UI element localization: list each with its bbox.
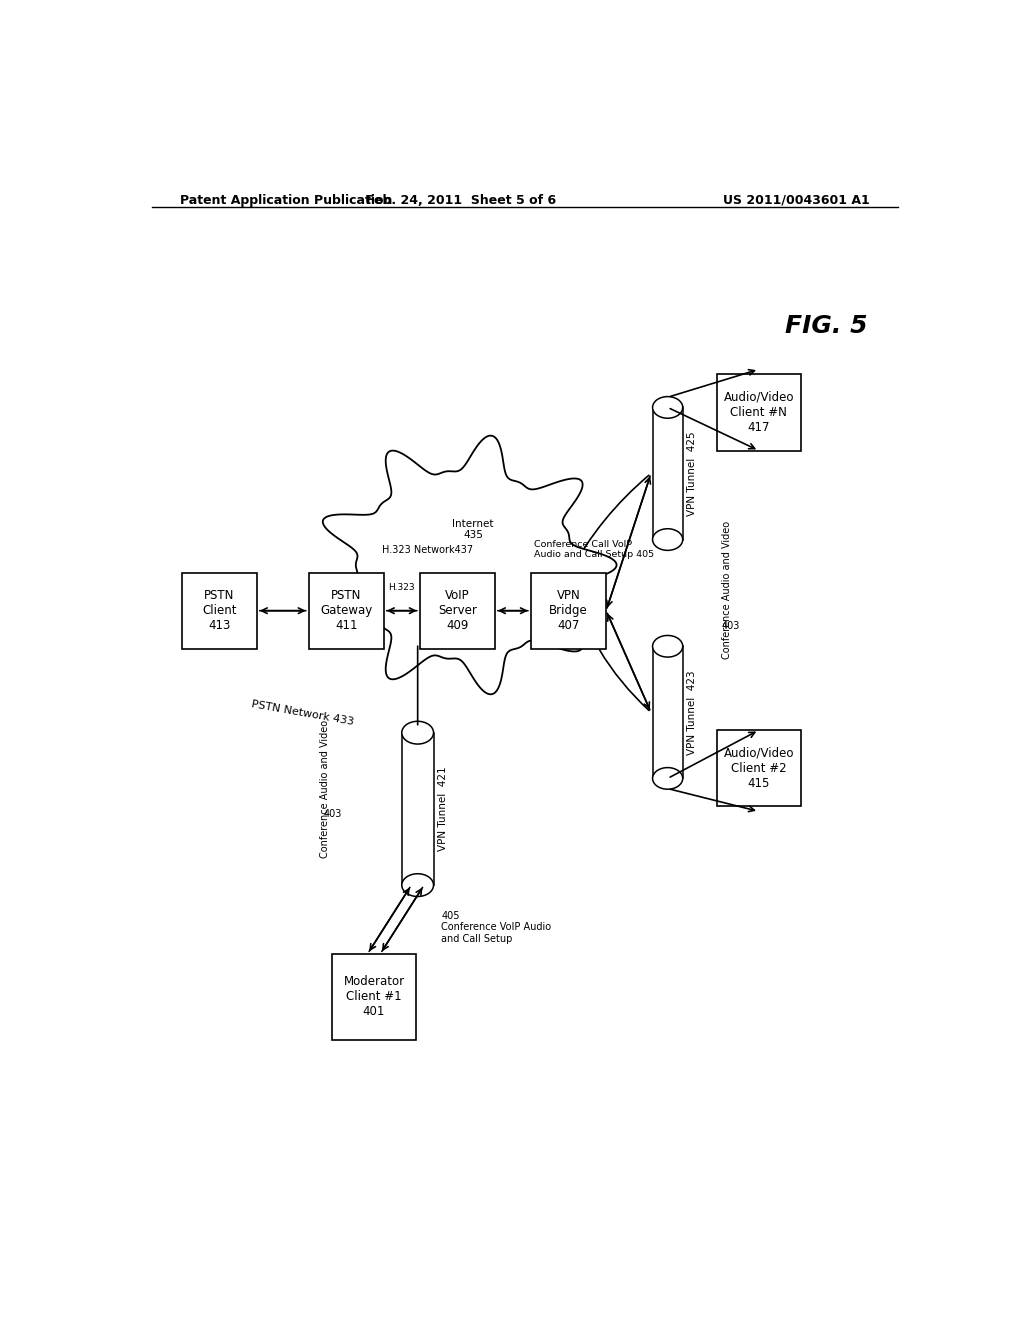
Text: 403: 403 xyxy=(722,620,740,631)
Polygon shape xyxy=(652,647,683,779)
FancyBboxPatch shape xyxy=(530,573,606,649)
Text: VPN Tunnel  423: VPN Tunnel 423 xyxy=(687,671,696,755)
Text: PSTN
Gateway
411: PSTN Gateway 411 xyxy=(321,589,373,632)
Text: VPN
Bridge
407: VPN Bridge 407 xyxy=(549,589,588,632)
Text: US 2011/0043601 A1: US 2011/0043601 A1 xyxy=(723,194,870,207)
Ellipse shape xyxy=(401,721,433,744)
Text: Audio/Video
Client #2
415: Audio/Video Client #2 415 xyxy=(724,747,795,789)
Text: FIG. 5: FIG. 5 xyxy=(785,314,867,338)
FancyBboxPatch shape xyxy=(181,573,257,649)
Ellipse shape xyxy=(652,635,683,657)
Text: H.323: H.323 xyxy=(388,583,415,593)
Ellipse shape xyxy=(401,874,433,896)
Text: PSTN Network 433: PSTN Network 433 xyxy=(251,700,355,727)
Text: VPN Tunnel  421: VPN Tunnel 421 xyxy=(437,767,447,851)
Text: Conference Audio and Video: Conference Audio and Video xyxy=(722,521,732,660)
Ellipse shape xyxy=(652,768,683,789)
Polygon shape xyxy=(652,408,683,540)
Text: 405
Conference VoIP Audio
and Call Setup: 405 Conference VoIP Audio and Call Setup xyxy=(441,911,552,944)
Text: VPN Tunnel  425: VPN Tunnel 425 xyxy=(687,432,696,516)
Text: Audio/Video
Client #N
417: Audio/Video Client #N 417 xyxy=(724,391,795,434)
FancyBboxPatch shape xyxy=(717,730,801,807)
Polygon shape xyxy=(401,733,433,886)
Ellipse shape xyxy=(652,529,683,550)
Text: Patent Application Publication: Patent Application Publication xyxy=(179,194,392,207)
Text: Internet
435: Internet 435 xyxy=(453,519,494,540)
FancyBboxPatch shape xyxy=(420,573,495,649)
Text: Conference Call VoIP
Audio and Call Setup 405: Conference Call VoIP Audio and Call Setu… xyxy=(535,540,654,560)
FancyBboxPatch shape xyxy=(717,375,801,450)
Text: VoIP
Server
409: VoIP Server 409 xyxy=(438,589,477,632)
Text: 403: 403 xyxy=(324,809,342,818)
FancyBboxPatch shape xyxy=(308,573,384,649)
Text: Moderator
Client #1
401: Moderator Client #1 401 xyxy=(343,975,404,1019)
Text: H.323 Network437: H.323 Network437 xyxy=(382,545,473,554)
Text: Feb. 24, 2011  Sheet 5 of 6: Feb. 24, 2011 Sheet 5 of 6 xyxy=(367,194,556,207)
Text: PSTN
Client
413: PSTN Client 413 xyxy=(202,589,237,632)
Polygon shape xyxy=(323,436,616,694)
Ellipse shape xyxy=(652,396,683,418)
Text: Conference Audio and Video: Conference Audio and Video xyxy=(319,719,330,858)
FancyBboxPatch shape xyxy=(333,954,416,1040)
